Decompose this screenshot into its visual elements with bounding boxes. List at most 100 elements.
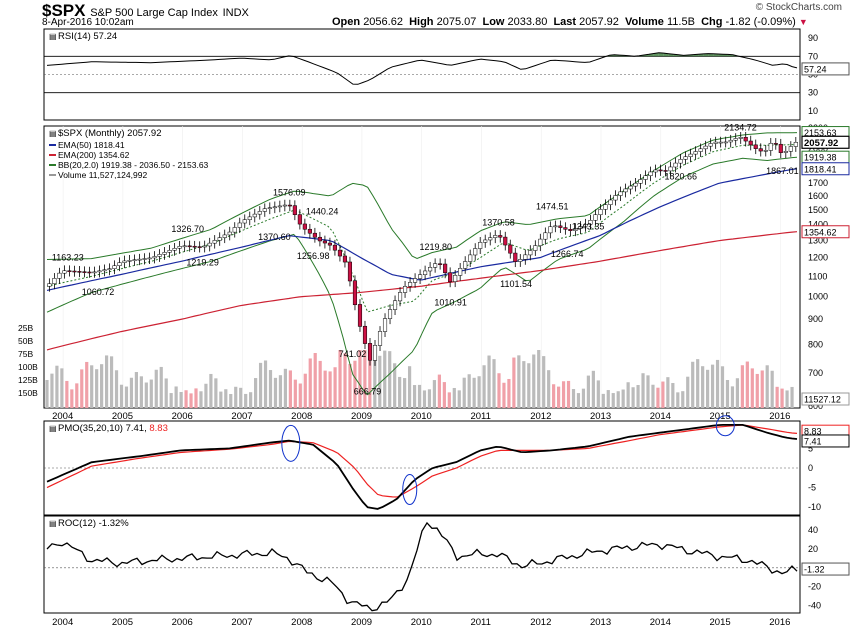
candle-body bbox=[413, 278, 418, 283]
candle-body bbox=[698, 148, 703, 152]
candle-body bbox=[718, 141, 723, 144]
candle-body bbox=[458, 268, 463, 276]
candle-body bbox=[322, 240, 327, 244]
volume-bar bbox=[611, 393, 615, 408]
volume-bar bbox=[50, 373, 54, 408]
roc-last-label: -1.32 bbox=[804, 565, 825, 575]
volume-bar bbox=[586, 375, 590, 408]
candle-body bbox=[628, 185, 633, 190]
volume-bar bbox=[328, 371, 332, 408]
volume-bar bbox=[646, 375, 650, 408]
price-title: $SPX (Monthly) 2057.92 bbox=[58, 128, 162, 139]
candle-body bbox=[443, 263, 448, 274]
volume-bar bbox=[631, 387, 635, 408]
roc-tick--20: -20 bbox=[808, 582, 821, 592]
volume-bar bbox=[323, 370, 327, 408]
high-label: High bbox=[409, 16, 434, 28]
quote-bar: Open 2056.62 High 2075.07 Low 2033.80 La… bbox=[332, 16, 808, 28]
pmo-title: PMO(35,20,10) 7.41, 8.83 bbox=[58, 423, 168, 434]
candle-body bbox=[603, 204, 608, 210]
candle-body bbox=[508, 244, 513, 254]
candle-body bbox=[683, 156, 688, 160]
candle-body bbox=[282, 204, 287, 207]
roc-tick-20: 20 bbox=[808, 544, 818, 554]
candle-body bbox=[182, 245, 187, 248]
roc-x-tick-2009: 2009 bbox=[351, 617, 372, 628]
volume-bar bbox=[487, 355, 491, 408]
candle-body bbox=[678, 159, 683, 164]
volume-bar bbox=[507, 378, 511, 408]
volume-bar bbox=[194, 388, 198, 408]
pmo-crossover-ellipse bbox=[281, 424, 301, 462]
header-datetime: 8-Apr-2016 10:02am bbox=[42, 17, 134, 28]
pmo-tick-0: 0 bbox=[808, 463, 813, 473]
rsi-tick-10: 10 bbox=[808, 106, 818, 116]
volume-bar bbox=[303, 373, 307, 408]
candle-body bbox=[738, 137, 743, 139]
price-x-tick-2004: 2004 bbox=[52, 411, 73, 422]
candle-body bbox=[97, 270, 102, 273]
price-tick-1500: 1500 bbox=[808, 205, 828, 215]
volume-bar bbox=[209, 373, 213, 408]
volume-bar bbox=[432, 380, 437, 408]
pmo-line bbox=[46, 423, 798, 510]
pmo-crossover-ellipse bbox=[715, 415, 735, 437]
candle-body bbox=[438, 263, 443, 265]
volume-bar bbox=[462, 377, 466, 408]
candle-body bbox=[137, 258, 142, 261]
volume-bar bbox=[715, 359, 720, 408]
symbol-name: S&P 500 Large Cap Index bbox=[90, 7, 218, 19]
candle-body bbox=[498, 235, 503, 238]
credit-text: © StockCharts.com bbox=[755, 2, 842, 13]
price-annotation: 1101.54 bbox=[500, 279, 532, 289]
candle-body bbox=[568, 229, 573, 231]
candle-body bbox=[287, 204, 292, 207]
last-price-box bbox=[801, 135, 850, 149]
price-x-tick-2010: 2010 bbox=[411, 411, 432, 422]
roc-x-tick-2006: 2006 bbox=[172, 617, 193, 628]
candle-body bbox=[493, 235, 498, 238]
volume-bar bbox=[268, 370, 273, 408]
volume-bar bbox=[442, 382, 446, 408]
volume-bar bbox=[333, 367, 337, 408]
price-menu-icon: ▤ bbox=[49, 129, 57, 138]
candle-body bbox=[418, 274, 423, 279]
volume-bar bbox=[229, 393, 233, 408]
candle-body bbox=[377, 331, 383, 346]
price-tick-1100: 1100 bbox=[808, 271, 827, 281]
volume-bar bbox=[601, 393, 605, 408]
price-x-tick-2015: 2015 bbox=[710, 411, 731, 422]
volume-bar bbox=[581, 388, 586, 408]
roc-x-tick-2015: 2015 bbox=[710, 617, 731, 628]
candle-body bbox=[132, 259, 137, 261]
volume-bar bbox=[224, 389, 228, 408]
candle-body bbox=[483, 239, 488, 243]
volume-bar bbox=[770, 370, 774, 408]
volume-bar bbox=[214, 378, 218, 408]
candle-body bbox=[197, 246, 202, 248]
volume-bar bbox=[159, 366, 163, 408]
price-annotation: 1326.70 bbox=[171, 224, 204, 234]
pmo-tick-5: 5 bbox=[808, 443, 813, 453]
candle-body bbox=[518, 259, 523, 262]
volume-bar bbox=[164, 378, 168, 408]
volume-bar bbox=[686, 376, 690, 408]
candle-body bbox=[728, 139, 733, 143]
volume-bar bbox=[378, 355, 382, 408]
volume-bar bbox=[790, 386, 794, 408]
volume-bar bbox=[641, 373, 645, 408]
volume-bar bbox=[403, 378, 407, 408]
price-annotation: 1256.98 bbox=[297, 251, 330, 261]
candle-body bbox=[267, 207, 272, 209]
price-tick-1200: 1200 bbox=[808, 253, 828, 263]
volume-bar bbox=[452, 387, 456, 408]
volume-bar bbox=[477, 376, 481, 408]
rsi-last-label: 57.24 bbox=[804, 64, 827, 74]
volume-bar bbox=[730, 386, 735, 408]
volume-bar bbox=[775, 386, 779, 408]
volume-bar bbox=[666, 377, 670, 408]
volume-bar bbox=[482, 365, 486, 408]
price-tick-800: 800 bbox=[808, 339, 823, 349]
volume-bar bbox=[184, 390, 188, 408]
